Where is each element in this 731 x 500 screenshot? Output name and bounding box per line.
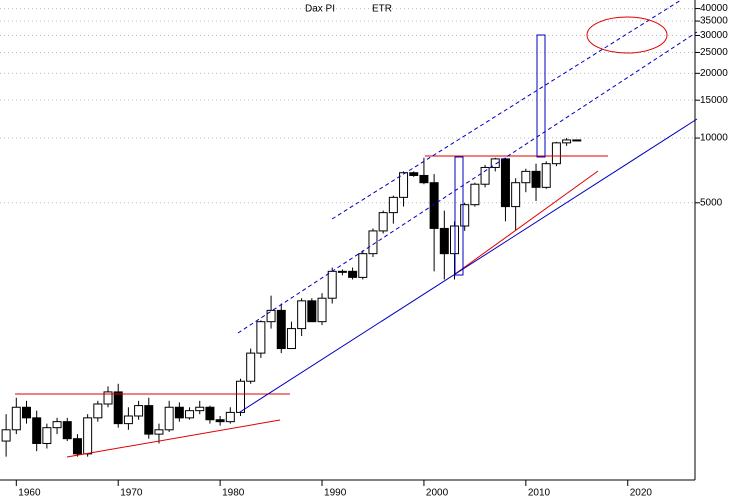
x-tick-label: 1970 bbox=[120, 488, 143, 499]
x-tick-label: 2020 bbox=[630, 488, 653, 499]
candle-body bbox=[531, 170, 541, 188]
channel-line bbox=[331, 0, 683, 220]
annotations bbox=[15, 0, 698, 458]
candle-body bbox=[429, 182, 439, 229]
candle-body bbox=[246, 352, 256, 382]
candle-body bbox=[337, 270, 347, 273]
y-tick-label: 40000 bbox=[700, 3, 728, 14]
candle-body bbox=[572, 139, 582, 142]
y-tick-label: 20000 bbox=[700, 68, 728, 79]
candle-body bbox=[62, 421, 72, 440]
candle-body bbox=[399, 172, 409, 198]
candle-body bbox=[297, 300, 307, 330]
candle-body bbox=[500, 158, 510, 208]
x-tick-label: 2000 bbox=[426, 488, 449, 499]
candle-body bbox=[11, 406, 21, 431]
y-tick-label: 15000 bbox=[700, 95, 728, 106]
candle-body bbox=[103, 391, 113, 405]
candle-body bbox=[42, 427, 52, 444]
candle-body bbox=[32, 417, 42, 444]
candle-body bbox=[225, 411, 235, 423]
candle-body bbox=[439, 227, 449, 255]
target-box bbox=[536, 34, 546, 158]
candle-body bbox=[134, 405, 144, 417]
candle-body bbox=[174, 406, 184, 419]
candle-body bbox=[72, 438, 82, 455]
target-box bbox=[454, 156, 464, 276]
support-line bbox=[454, 170, 599, 275]
candle-body bbox=[521, 170, 531, 184]
candle-body bbox=[164, 406, 174, 431]
candle-body bbox=[378, 212, 388, 232]
candle-body bbox=[562, 139, 572, 144]
candle-body bbox=[541, 163, 551, 188]
candle-body bbox=[1, 429, 11, 442]
candle-body bbox=[123, 415, 133, 425]
y-tick-label: 5000 bbox=[700, 197, 723, 208]
y-tick-label: 10000 bbox=[700, 133, 728, 144]
channel-line bbox=[237, 31, 698, 334]
candle-body bbox=[307, 300, 317, 323]
candle-body bbox=[470, 183, 480, 206]
x-tick-label: 1980 bbox=[222, 488, 245, 499]
candle-body bbox=[551, 142, 561, 165]
candle-body bbox=[52, 421, 62, 429]
candle-body bbox=[419, 174, 429, 184]
x-tick-label: 1990 bbox=[324, 488, 347, 499]
candle-body bbox=[266, 309, 276, 323]
candle-body bbox=[490, 158, 500, 168]
chart-subtitle: ETR bbox=[372, 4, 392, 15]
candle-body bbox=[205, 406, 215, 421]
candle-body bbox=[511, 182, 521, 208]
trend-line bbox=[239, 118, 698, 413]
candle-body bbox=[409, 172, 419, 176]
candle-body bbox=[358, 253, 368, 278]
candle-body bbox=[480, 166, 490, 185]
candle-body bbox=[327, 270, 337, 299]
y-tick-label: 25000 bbox=[700, 47, 728, 58]
candle-body bbox=[21, 406, 31, 419]
candle-body bbox=[113, 391, 123, 425]
candle-body bbox=[388, 196, 398, 214]
candle-body bbox=[154, 429, 164, 435]
y-tick-label: 35000 bbox=[700, 16, 728, 27]
candle-body bbox=[235, 380, 245, 413]
candle-body bbox=[317, 297, 327, 323]
support-line bbox=[66, 419, 281, 458]
candle-body bbox=[185, 410, 195, 419]
candle-body bbox=[195, 406, 205, 412]
x-tick-label: 2010 bbox=[528, 488, 551, 499]
candle-body bbox=[368, 230, 378, 255]
chart-title: Dax PI bbox=[305, 4, 335, 15]
candle-body bbox=[276, 309, 286, 350]
candle-body bbox=[144, 405, 154, 435]
y-tick-label: 30000 bbox=[700, 30, 728, 41]
candle-body bbox=[348, 270, 358, 278]
candle-body bbox=[286, 328, 296, 350]
candle-body bbox=[460, 204, 470, 227]
candle-body bbox=[215, 419, 225, 423]
x-tick-label: 1960 bbox=[18, 488, 41, 499]
candle-body bbox=[93, 403, 103, 419]
target-ellipse bbox=[586, 16, 668, 54]
candle-body bbox=[83, 417, 93, 455]
candle-body bbox=[256, 321, 266, 354]
